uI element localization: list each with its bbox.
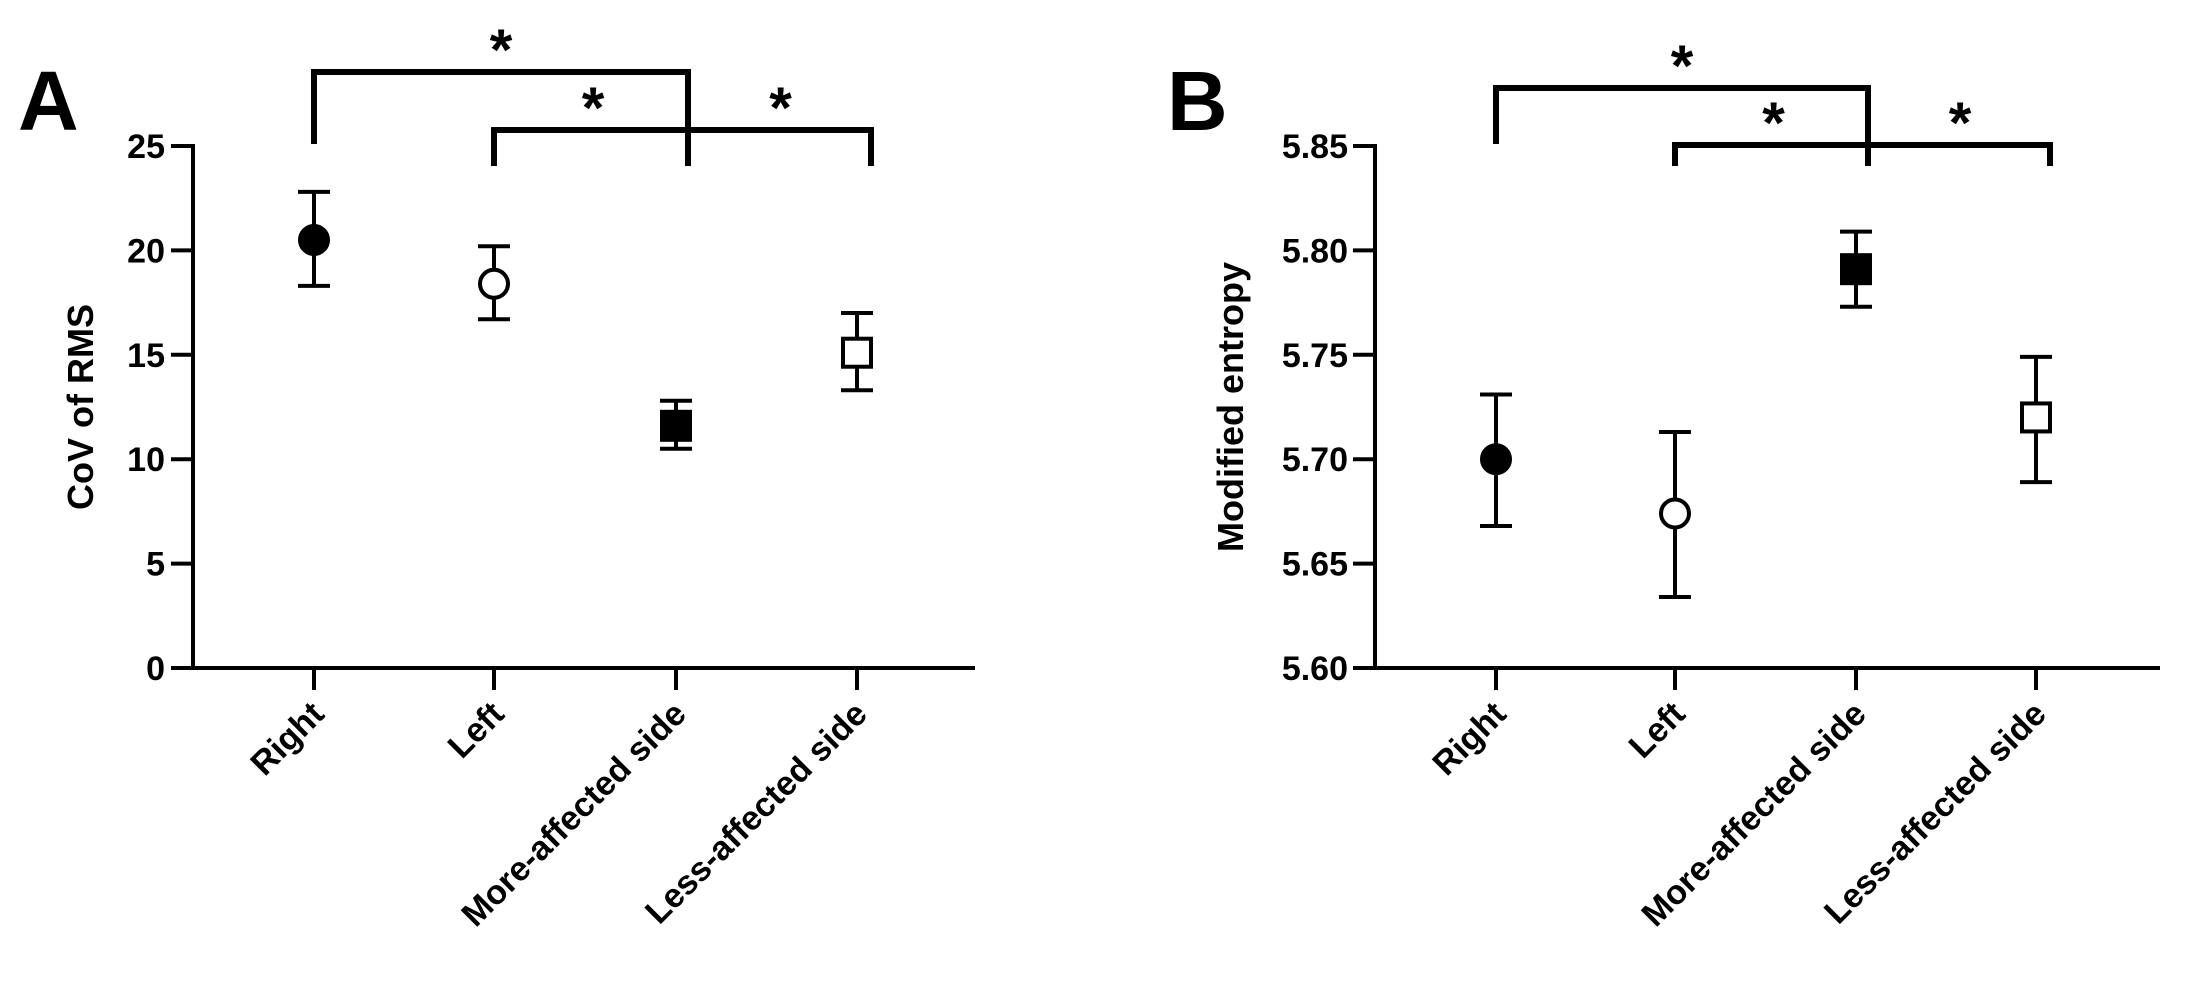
data-point-open-circle <box>478 267 510 300</box>
y-tick-label: 20 <box>127 232 165 270</box>
significance-bracket <box>311 69 691 166</box>
y-tick-label: 5.75 <box>1282 337 1348 375</box>
data-point-filled-circle <box>1480 443 1512 476</box>
significance-star: * <box>1949 91 1972 156</box>
y-axis-title: CoV of RMS <box>60 304 101 510</box>
y-tick-label: 0 <box>146 650 165 688</box>
data-point-open-square <box>841 336 873 369</box>
y-tick-label: 5.65 <box>1282 546 1348 584</box>
y-tick-label: 25 <box>127 128 165 166</box>
panel-letter: A <box>18 54 79 148</box>
data-point-open-square <box>2020 401 2052 434</box>
significance-star: * <box>490 18 513 83</box>
y-axis-title: Modified entropy <box>1210 262 1251 552</box>
significance-star: * <box>1671 34 1694 99</box>
y-tick-label: 5.60 <box>1282 650 1348 688</box>
x-category-label: Right <box>243 695 331 783</box>
y-tick-label: 10 <box>127 441 165 479</box>
significance-star: * <box>582 76 605 141</box>
y-tick-label: 5.70 <box>1282 441 1348 479</box>
significance-star: * <box>769 76 792 141</box>
data-point-filled-square <box>660 409 692 442</box>
x-category-label: Left <box>1622 695 1693 766</box>
chart-panel-b: B 5.60 5.65 5.70 5.75 5.80 5.85 Modified entrop… <box>1167 34 2160 934</box>
data-point-filled-square <box>1840 253 1872 286</box>
y-tick-label: 5 <box>146 546 165 584</box>
significance-bracket <box>1672 142 1868 166</box>
y-tick-label: 5.85 <box>1282 128 1348 166</box>
y-tick-label: 5.80 <box>1282 232 1348 270</box>
panel-letter: B <box>1167 54 1228 148</box>
significance-star: * <box>1762 91 1785 156</box>
significance-bracket <box>1868 142 2053 166</box>
significance-bracket <box>688 127 874 166</box>
x-category-label: Left <box>441 695 512 766</box>
significance-bracket <box>1493 85 1871 166</box>
data-point-open-circle <box>1659 497 1691 530</box>
x-category-label: Right <box>1425 695 1513 783</box>
y-tick-label: 15 <box>127 337 165 375</box>
significance-bracket <box>491 127 688 166</box>
data-point-filled-circle <box>298 223 330 256</box>
